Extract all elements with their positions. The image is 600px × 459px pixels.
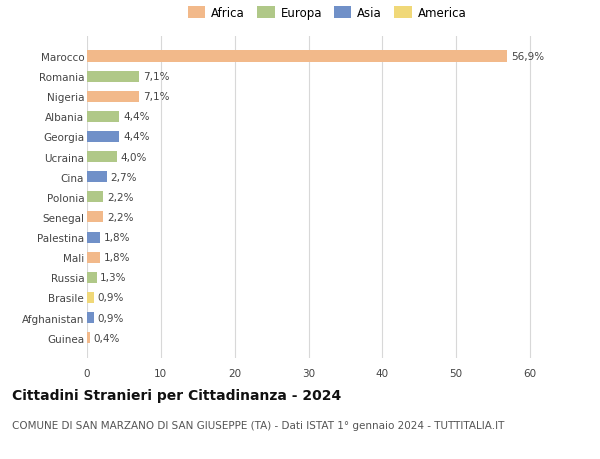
Bar xyxy=(87,312,94,323)
Bar xyxy=(87,51,507,62)
Text: 0,9%: 0,9% xyxy=(97,313,124,323)
Bar xyxy=(87,91,139,102)
Text: 2,2%: 2,2% xyxy=(107,213,133,223)
Text: 7,1%: 7,1% xyxy=(143,72,170,82)
Text: 4,4%: 4,4% xyxy=(123,112,149,122)
Text: 1,8%: 1,8% xyxy=(104,233,130,242)
Bar xyxy=(87,151,116,163)
Text: Cittadini Stranieri per Cittadinanza - 2024: Cittadini Stranieri per Cittadinanza - 2… xyxy=(12,388,341,402)
Text: 1,8%: 1,8% xyxy=(104,252,130,263)
Bar xyxy=(87,132,119,143)
Bar xyxy=(87,72,139,83)
Bar xyxy=(87,272,97,283)
Text: 4,4%: 4,4% xyxy=(123,132,149,142)
Bar xyxy=(87,112,119,123)
Text: 2,2%: 2,2% xyxy=(107,192,133,202)
Text: 2,7%: 2,7% xyxy=(110,172,137,182)
Bar xyxy=(87,332,90,343)
Bar xyxy=(87,252,100,263)
Bar xyxy=(87,172,107,183)
Text: 56,9%: 56,9% xyxy=(511,52,544,62)
Bar xyxy=(87,192,103,203)
Text: COMUNE DI SAN MARZANO DI SAN GIUSEPPE (TA) - Dati ISTAT 1° gennaio 2024 - TUTTIT: COMUNE DI SAN MARZANO DI SAN GIUSEPPE (T… xyxy=(12,420,505,430)
Text: 0,4%: 0,4% xyxy=(94,333,120,343)
Text: 1,3%: 1,3% xyxy=(100,273,127,283)
Text: 7,1%: 7,1% xyxy=(143,92,170,102)
Bar xyxy=(87,292,94,303)
Text: 4,0%: 4,0% xyxy=(120,152,146,162)
Legend: Africa, Europa, Asia, America: Africa, Europa, Asia, America xyxy=(183,2,471,24)
Bar xyxy=(87,232,100,243)
Text: 0,9%: 0,9% xyxy=(97,293,124,303)
Bar xyxy=(87,212,103,223)
